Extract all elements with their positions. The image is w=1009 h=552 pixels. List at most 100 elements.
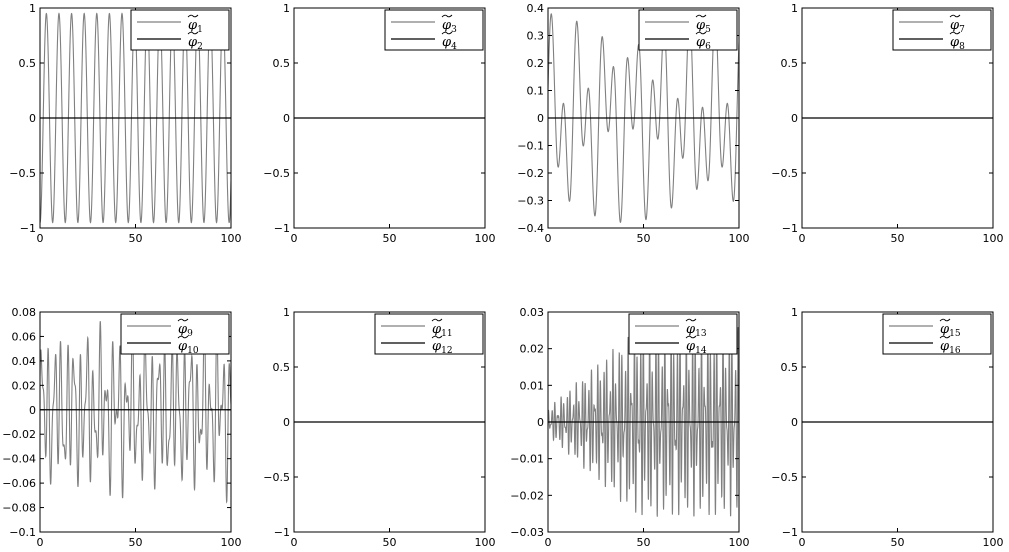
- tilde-accent: [441, 14, 453, 18]
- y-tick-label: 0.5: [19, 57, 37, 70]
- y-tick-label: 0.02: [520, 343, 545, 356]
- x-tick-label: 50: [383, 536, 397, 549]
- y-tick-label: 0: [283, 416, 290, 429]
- y-tick-label: 0.06: [12, 330, 37, 343]
- x-tick-label: 0: [291, 536, 298, 549]
- tilde-accent: [431, 335, 443, 339]
- y-tick-label: 1: [283, 2, 290, 15]
- y-tick-label: −1: [20, 222, 36, 235]
- series-line-9: [40, 320, 231, 504]
- y-tick-label: −1: [782, 222, 798, 235]
- y-tick-label: −0.02: [2, 428, 36, 441]
- y-tick-label: 0.08: [12, 306, 37, 319]
- y-tick-label: −0.3: [517, 195, 544, 208]
- tilde-accent: [177, 318, 189, 322]
- legend-subscript: 4: [451, 42, 457, 52]
- x-tick-label: 50: [637, 536, 651, 549]
- legend-subscript: 15: [949, 329, 961, 339]
- y-tick-label: 0.4: [527, 2, 545, 15]
- y-tick-label: 0: [791, 416, 798, 429]
- legend-subscript: 13: [695, 329, 707, 339]
- y-tick-label: −0.06: [2, 477, 36, 490]
- x-tick-label: 100: [983, 536, 1004, 549]
- x-tick-label: 50: [129, 232, 143, 245]
- legend-subscript: 8: [959, 42, 965, 52]
- x-tick-label: 0: [799, 536, 806, 549]
- legend-subscript: 2: [197, 42, 203, 52]
- tilde-accent: [177, 335, 189, 339]
- y-tick-label: −0.5: [9, 167, 36, 180]
- tilde-accent: [949, 14, 961, 18]
- tilde-accent: [441, 31, 453, 35]
- x-tick-label: 100: [729, 232, 750, 245]
- x-tick-label: 50: [637, 232, 651, 245]
- x-tick-label: 50: [129, 536, 143, 549]
- y-tick-label: 1: [791, 306, 798, 319]
- y-tick-label: 1: [791, 2, 798, 15]
- y-tick-label: −0.4: [517, 222, 544, 235]
- tilde-accent: [939, 318, 951, 322]
- y-tick-label: 0.01: [520, 379, 545, 392]
- x-tick-label: 0: [291, 232, 298, 245]
- legend-subscript: 5: [705, 25, 711, 35]
- tilde-accent: [187, 14, 199, 18]
- x-tick-label: 50: [891, 536, 905, 549]
- x-tick-label: 0: [799, 232, 806, 245]
- y-tick-label: 0.03: [520, 306, 545, 319]
- tilde-accent: [685, 318, 697, 322]
- y-tick-label: 0: [791, 112, 798, 125]
- y-tick-label: −0.03: [510, 526, 544, 539]
- y-tick-label: −0.02: [510, 489, 544, 502]
- y-tick-label: 0.1: [527, 85, 545, 98]
- legend-subscript: 6: [705, 42, 711, 52]
- y-tick-label: −1: [274, 222, 290, 235]
- y-tick-label: 0.5: [273, 57, 291, 70]
- y-tick-label: −1: [782, 526, 798, 539]
- y-tick-label: 0.5: [781, 361, 799, 374]
- y-tick-label: 0.5: [781, 57, 799, 70]
- tilde-accent: [431, 318, 443, 322]
- x-tick-label: 100: [221, 232, 242, 245]
- x-tick-label: 0: [37, 232, 44, 245]
- y-tick-label: 0: [29, 112, 36, 125]
- y-tick-label: −0.1: [9, 526, 36, 539]
- subplot-5: 0.08 0.06 0.04 0.02 0 −0.02 −0.04 −0.06 −0.08 −0.…: [2, 306, 241, 549]
- x-tick-label: 100: [983, 232, 1004, 245]
- y-tick-label: 1: [283, 306, 290, 319]
- y-tick-label: 0: [29, 404, 36, 417]
- tilde-accent: [695, 14, 707, 18]
- y-tick-label: 1: [29, 2, 36, 15]
- tilde-accent: [187, 31, 199, 35]
- y-tick-label: 0.02: [12, 379, 37, 392]
- x-tick-label: 100: [475, 232, 496, 245]
- y-tick-label: 0: [537, 416, 544, 429]
- legend-subscript: 1: [197, 25, 203, 35]
- y-tick-label: −0.5: [263, 167, 290, 180]
- y-tick-label: 0: [283, 112, 290, 125]
- y-tick-label: −0.5: [771, 167, 798, 180]
- series-line-5: [548, 13, 739, 224]
- x-tick-label: 100: [221, 536, 242, 549]
- legend-subscript: 10: [187, 346, 199, 356]
- x-tick-label: 0: [545, 536, 552, 549]
- y-tick-label: 0: [537, 112, 544, 125]
- y-tick-label: −0.5: [771, 471, 798, 484]
- y-tick-label: −0.04: [2, 453, 36, 466]
- y-tick-label: 0.2: [527, 57, 545, 70]
- legend-subscript: 7: [959, 25, 965, 35]
- tilde-accent: [939, 335, 951, 339]
- x-tick-label: 100: [475, 536, 496, 549]
- x-tick-label: 50: [891, 232, 905, 245]
